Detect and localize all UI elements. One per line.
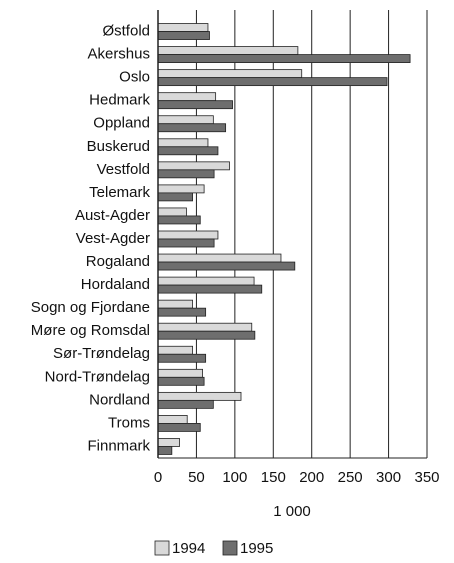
bar [157, 192, 193, 202]
bar [157, 353, 207, 363]
bar [157, 446, 173, 455]
x-tick-label: 250 [338, 469, 363, 486]
x-tick-label: 150 [261, 469, 286, 486]
x-tick-label: 300 [376, 469, 401, 486]
y-tick-label: Oslo [119, 69, 150, 86]
bar [157, 31, 210, 40]
y-tick-label: Finnmark [87, 437, 150, 454]
legend-swatch [222, 540, 238, 556]
y-tick-label: Aust-Agder [75, 207, 150, 224]
bar [157, 345, 193, 355]
bar [157, 207, 187, 217]
bar [157, 184, 205, 194]
bar [157, 77, 388, 87]
y-tick-label: Vestfold [97, 161, 150, 178]
bar [157, 215, 201, 225]
bar [157, 253, 282, 263]
y-tick-label: Nord-Trøndelag [45, 368, 150, 385]
bar [157, 423, 201, 432]
bar [157, 376, 205, 386]
y-tick-label: Akershus [87, 46, 150, 63]
bar [157, 123, 227, 133]
bar [157, 46, 299, 55]
y-tick-label: Oppland [93, 115, 150, 132]
bar [157, 368, 203, 378]
legend-label: 1994 [172, 540, 205, 557]
y-tick-label: Telemark [89, 184, 150, 201]
bar [157, 330, 256, 340]
bar [157, 399, 214, 409]
x-tick-label: 350 [414, 469, 439, 486]
y-tick-label: Sør-Trøndelag [53, 345, 150, 362]
bar [157, 69, 303, 79]
bar [157, 415, 188, 424]
bar [157, 115, 214, 125]
bar [157, 100, 233, 110]
bar [157, 146, 219, 156]
bar [157, 54, 411, 63]
legend-swatch [154, 540, 170, 556]
y-tick-label: Møre og Romsdal [31, 322, 150, 339]
x-tick-label: 100 [222, 469, 247, 486]
y-tick-label: Buskerud [87, 138, 150, 155]
x-tick-label: 0 [154, 469, 162, 486]
bar [157, 391, 242, 401]
y-tick-label: Sogn og Fjordane [31, 299, 150, 316]
bar [157, 169, 215, 179]
y-tick-label: Nordland [89, 391, 150, 408]
bar [157, 261, 296, 271]
y-tick-label: Rogaland [86, 253, 150, 270]
bar [157, 92, 217, 102]
bar [157, 23, 209, 32]
bar [157, 307, 207, 317]
bar [157, 322, 253, 332]
y-tick-label: Østfold [102, 22, 150, 39]
y-tick-label: Hedmark [89, 92, 150, 109]
bar [157, 438, 180, 447]
legend-label: 1995 [240, 540, 273, 557]
bar [157, 161, 230, 171]
y-tick-label: Vest-Agder [76, 230, 150, 247]
bar [157, 276, 255, 286]
bar [157, 299, 193, 309]
y-tick-label: Troms [108, 414, 150, 431]
x-tick-label: 200 [299, 469, 324, 486]
x-axis-label: 1 000 [273, 503, 311, 520]
bar [157, 230, 219, 240]
bar [157, 238, 215, 248]
bar [157, 284, 263, 294]
y-tick-label: Hordaland [81, 276, 150, 293]
bar [157, 138, 209, 148]
x-tick-label: 50 [188, 469, 205, 486]
